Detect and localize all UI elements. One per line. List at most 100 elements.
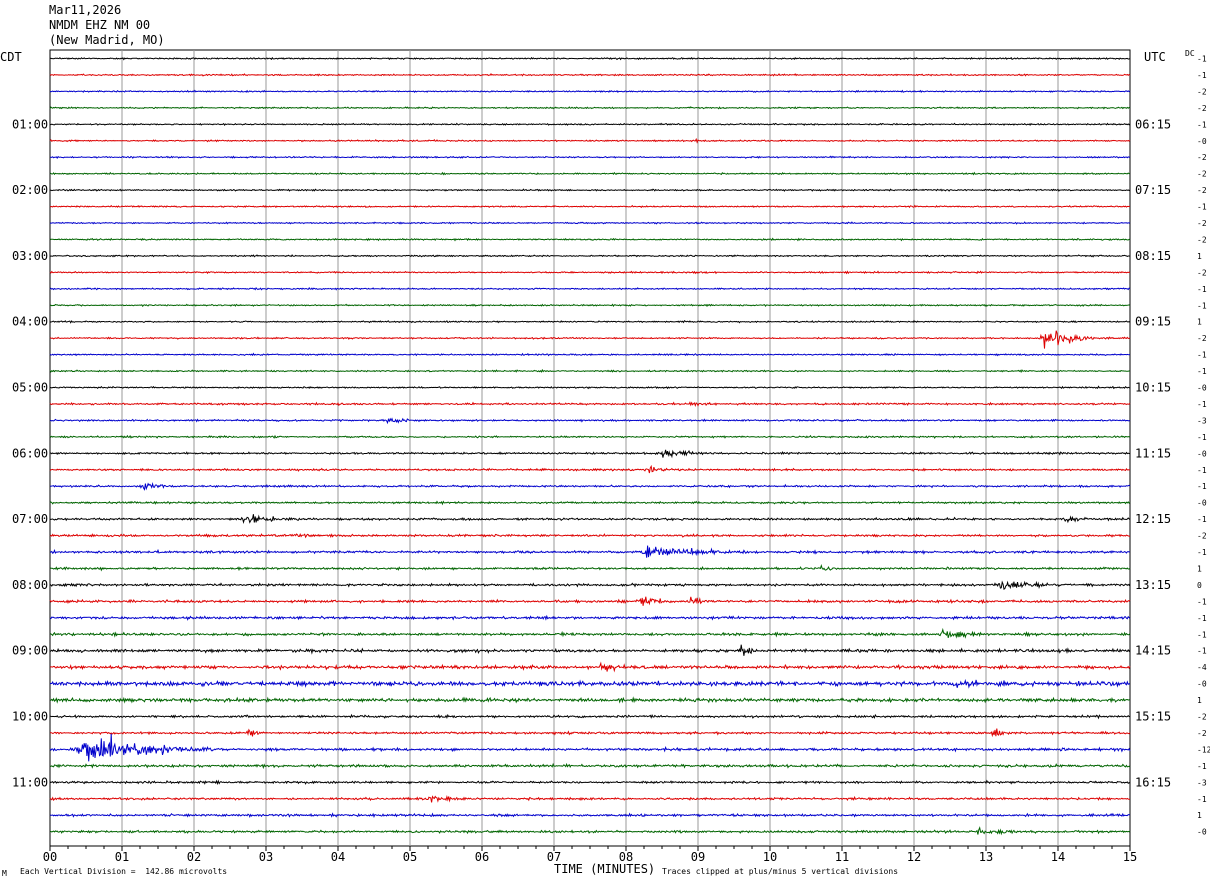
dc-offset-label: -2 bbox=[1197, 532, 1207, 541]
dc-offset-label: -2 bbox=[1197, 104, 1207, 113]
trace-39 bbox=[49, 678, 1131, 689]
left-hour-label: 04:00 bbox=[12, 315, 48, 329]
trace-44 bbox=[49, 762, 1131, 770]
trace-14 bbox=[49, 270, 1131, 275]
right-hour-label: 10:15 bbox=[1135, 381, 1171, 395]
dc-offset-label: -0 bbox=[1197, 680, 1207, 689]
dc-offset-label: -1 bbox=[1197, 515, 1207, 524]
dc-offset-label: -1 bbox=[1197, 203, 1207, 212]
right-hour-label: 06:15 bbox=[1135, 117, 1171, 131]
dc-offset-label: 0 bbox=[1197, 581, 1202, 590]
x-tick-label: 00 bbox=[43, 850, 57, 864]
right-hour-label: 07:15 bbox=[1135, 183, 1171, 197]
trace-34 bbox=[49, 596, 1131, 606]
dc-offset-label: -1 bbox=[1197, 762, 1207, 771]
dc-offset-label: 1 bbox=[1197, 811, 1202, 820]
x-tick-label: 03 bbox=[259, 850, 273, 864]
station-label: NMDM EHZ NM 00 bbox=[49, 18, 151, 32]
trace-31 bbox=[49, 545, 1131, 558]
dc-offset-label: -2 bbox=[1197, 170, 1207, 179]
location-label: (New Madrid, MO) bbox=[49, 33, 165, 47]
scale-note: Each Vertical Division = 142.86 microvol… bbox=[20, 867, 228, 876]
left-hour-label: 03:00 bbox=[12, 249, 48, 263]
x-tick-label: 12 bbox=[907, 850, 921, 864]
trace-19 bbox=[49, 352, 1131, 357]
x-tick-label: 05 bbox=[403, 850, 417, 864]
left-hour-label: 02:00 bbox=[12, 183, 48, 197]
dc-offset-label: -1 bbox=[1197, 630, 1207, 639]
dc-offset-label: -0 bbox=[1197, 384, 1207, 393]
trace-11 bbox=[49, 221, 1131, 225]
dc-offset-label: -2 bbox=[1197, 235, 1207, 244]
dc-offset-label: -1 bbox=[1197, 614, 1207, 623]
right-hour-label: 09:15 bbox=[1135, 315, 1171, 329]
x-tick-label: 08 bbox=[619, 850, 633, 864]
left-hour-label: 11:00 bbox=[12, 775, 48, 789]
trace-32 bbox=[49, 563, 1131, 572]
trace-13 bbox=[49, 254, 1131, 258]
dc-offset-label: 1 bbox=[1197, 564, 1202, 573]
dc-offset-label: -1 bbox=[1197, 433, 1207, 442]
dc-offset-label: -2 bbox=[1197, 186, 1207, 195]
dc-offset-label: -1 bbox=[1197, 120, 1207, 129]
x-tick-label: 06 bbox=[475, 850, 489, 864]
trace-41 bbox=[49, 713, 1131, 720]
dc-offset-label: -0 bbox=[1197, 828, 1207, 837]
dc-offset-label: -0 bbox=[1197, 137, 1207, 146]
trace-9 bbox=[49, 188, 1131, 192]
dc-offset-label: -2 bbox=[1197, 153, 1207, 162]
trace-2 bbox=[49, 73, 1131, 77]
left-hour-label: 08:00 bbox=[12, 578, 48, 592]
trace-12 bbox=[49, 237, 1131, 242]
x-tick-label: 11 bbox=[835, 850, 849, 864]
x-tick-label: 15 bbox=[1123, 850, 1137, 864]
trace-10 bbox=[49, 204, 1130, 209]
dc-offset-label: -1 bbox=[1197, 795, 1207, 804]
right-hour-label: 15:15 bbox=[1135, 710, 1171, 724]
trace-33 bbox=[49, 580, 1131, 591]
right-hour-label: 08:15 bbox=[1135, 249, 1171, 263]
left-hour-label: 07:00 bbox=[12, 512, 48, 526]
trace-29 bbox=[49, 514, 1131, 525]
x-tick-label: 01 bbox=[115, 850, 129, 864]
dc-offset-label: 1 bbox=[1197, 696, 1202, 705]
right-hour-label: 11:15 bbox=[1135, 446, 1171, 460]
x-tick-label: 13 bbox=[979, 850, 993, 864]
dc-offset-label: -2 bbox=[1197, 87, 1207, 96]
dc-offset-label: -1 bbox=[1197, 466, 1207, 475]
dc-offset-label: -1 bbox=[1197, 367, 1207, 376]
dc-offset-label: -1 bbox=[1197, 482, 1207, 491]
dc-offset-label: -1 bbox=[1197, 597, 1207, 606]
trace-43 bbox=[49, 733, 1131, 762]
date-label: Mar11,2026 bbox=[49, 3, 122, 17]
trace-45 bbox=[49, 779, 1131, 786]
trace-36 bbox=[49, 627, 1131, 639]
trace-5 bbox=[49, 122, 1131, 127]
trace-16 bbox=[49, 303, 1131, 308]
trace-38 bbox=[49, 661, 1131, 673]
corner-mark: M bbox=[2, 869, 7, 878]
trace-47 bbox=[49, 812, 1131, 818]
trace-8 bbox=[49, 171, 1131, 176]
dc-offset-label: -1 bbox=[1197, 301, 1207, 310]
dc-offset-label: -3 bbox=[1197, 416, 1207, 425]
x-tick-label: 14 bbox=[1051, 850, 1065, 864]
right-hour-label: 14:15 bbox=[1135, 644, 1171, 658]
trace-48 bbox=[49, 826, 1131, 836]
trace-3 bbox=[49, 89, 1131, 94]
dc-offset-label: 1 bbox=[1197, 252, 1202, 261]
trace-4 bbox=[49, 106, 1131, 110]
left-hour-label: 01:00 bbox=[12, 117, 48, 131]
x-tick-label: 09 bbox=[691, 850, 705, 864]
trace-25 bbox=[49, 449, 1131, 459]
dc-header-label: DC bbox=[1185, 49, 1195, 58]
trace-46 bbox=[49, 795, 1130, 803]
dc-offset-label: -1 bbox=[1197, 548, 1207, 557]
trace-27 bbox=[50, 481, 1131, 491]
dc-offset-label: -2 bbox=[1197, 268, 1207, 277]
x-tick-label: 10 bbox=[763, 850, 777, 864]
trace-7 bbox=[49, 155, 1131, 159]
x-tick-label: 07 bbox=[547, 850, 561, 864]
dc-offset-label: -2 bbox=[1197, 334, 1207, 343]
left-hour-label: 05:00 bbox=[12, 381, 48, 395]
